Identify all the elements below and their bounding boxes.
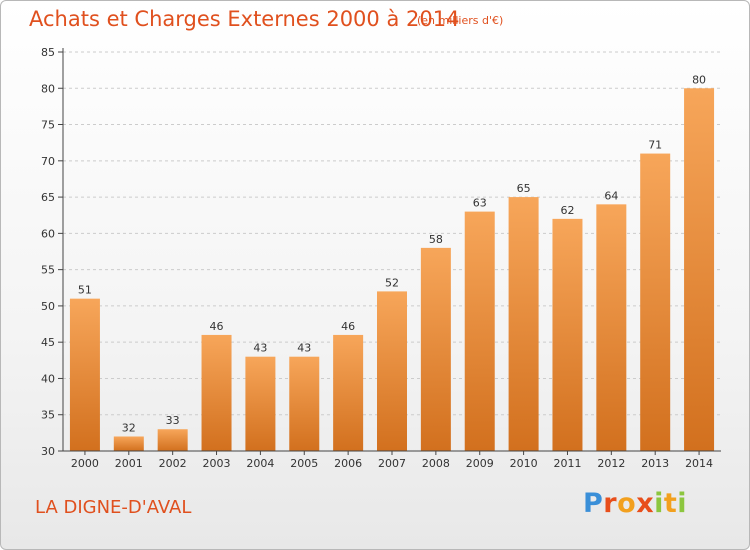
bars: [69, 88, 715, 451]
value-label: 33: [166, 414, 180, 427]
value-label: 43: [297, 342, 311, 355]
x-tick-label: 2012: [597, 457, 625, 470]
value-label: 32: [122, 421, 136, 434]
bar-2009: [464, 211, 495, 451]
x-tick-label: 2005: [290, 457, 318, 470]
value-label: 52: [385, 276, 399, 289]
x-tick-label: 2009: [466, 457, 494, 470]
bar-2013: [640, 153, 671, 451]
value-label: 46: [341, 320, 355, 333]
x-tick-label: 2008: [422, 457, 450, 470]
bar-2014: [684, 88, 715, 451]
bar-2001: [113, 436, 144, 451]
y-tick-label: 55: [41, 264, 55, 277]
value-label: 64: [604, 189, 618, 202]
bar-2011: [552, 218, 583, 451]
chart-title: Achats et Charges Externes 2000 à 2014: [29, 7, 460, 31]
bar-2007: [377, 291, 407, 451]
x-tick-label: 2011: [553, 457, 581, 470]
x-tick-label: 2004: [246, 457, 274, 470]
y-tick-label: 85: [41, 46, 55, 59]
bar-2008: [420, 247, 451, 451]
y-tick-label: 40: [41, 372, 55, 385]
bar-2010: [508, 197, 539, 451]
x-tick-label: 2007: [378, 457, 406, 470]
y-tick-label: 30: [41, 445, 55, 458]
chart-subtitle: (en milliers d'€): [417, 14, 504, 27]
x-tick-label: 2006: [334, 457, 362, 470]
axes: [58, 48, 721, 455]
value-label: 62: [560, 204, 574, 217]
bar-2002: [157, 429, 188, 451]
bar-2006: [333, 334, 364, 451]
y-tick-label: 50: [41, 300, 55, 313]
bar-2012: [596, 204, 627, 451]
x-tick-label: 2002: [159, 457, 187, 470]
bar-2000: [69, 298, 100, 451]
y-tick-label: 80: [41, 82, 55, 95]
x-tick-label: 2014: [685, 457, 713, 470]
x-tick-label: 2010: [510, 457, 538, 470]
x-tick-label: 2003: [203, 457, 231, 470]
value-label: 51: [78, 284, 92, 297]
y-tick-label: 35: [41, 409, 55, 422]
y-tick-label: 45: [41, 336, 55, 349]
value-label: 63: [473, 197, 487, 210]
value-label: 71: [648, 139, 662, 152]
x-tick-label: 2000: [71, 457, 99, 470]
labels: 30 35 40 45 50 55 60 65 70 75 80 85 51 2000 32 2001 33 20…: [41, 46, 713, 470]
value-label: 43: [253, 342, 267, 355]
value-label: 80: [692, 73, 706, 86]
bar-2005: [289, 356, 320, 451]
value-label: 65: [517, 182, 531, 195]
bar-2004: [245, 356, 276, 451]
value-label: 58: [429, 233, 443, 246]
bar-2003: [201, 334, 232, 451]
y-tick-label: 65: [41, 191, 55, 204]
y-tick-label: 75: [41, 119, 55, 132]
x-tick-label: 2001: [115, 457, 143, 470]
y-tick-label: 70: [41, 155, 55, 168]
proxiti-logo: Proxiti: [583, 488, 688, 519]
place-name: LA DIGNE-D'AVAL: [35, 497, 192, 518]
value-label: 46: [210, 320, 224, 333]
y-tick-label: 60: [41, 227, 55, 240]
x-tick-label: 2013: [641, 457, 669, 470]
